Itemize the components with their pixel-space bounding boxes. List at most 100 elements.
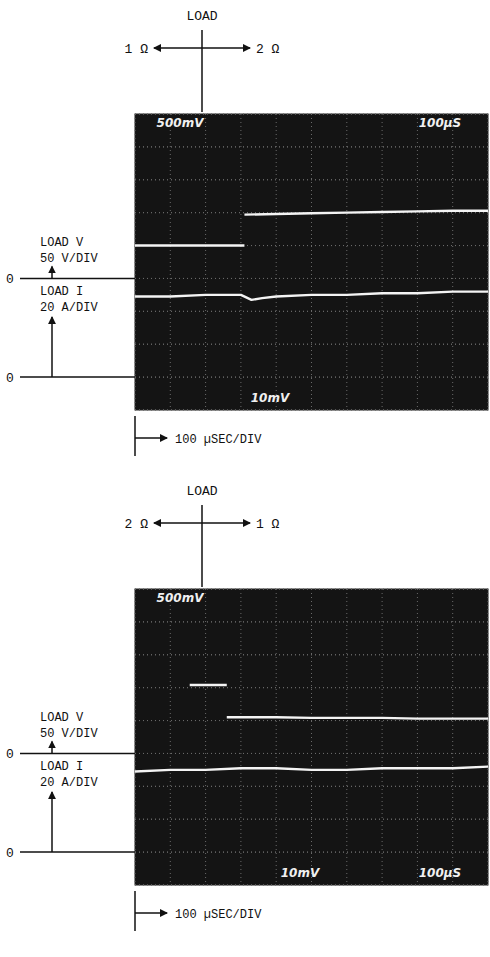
grid-line-y	[135, 311, 488, 312]
grid-line-y	[135, 179, 488, 180]
arrow-right	[202, 522, 250, 524]
x-label: 100 µSEC/DIV	[175, 908, 262, 922]
grid-line-y	[135, 278, 488, 279]
channel-scale: 20 A/DIV	[40, 776, 98, 790]
grid-line-x	[382, 114, 383, 410]
screen-readout: 10mV	[281, 866, 321, 880]
grid-line-y	[135, 146, 488, 147]
grid-line-y	[135, 852, 488, 853]
screen-readout: 500mV	[157, 116, 206, 130]
grid-line-y	[135, 654, 488, 655]
grid-line-y	[135, 589, 488, 590]
grid-line-y	[135, 114, 488, 115]
panel: LOAD1 Ω2 Ω0LOAD V50 V/DIV0LOAD I20 A/DIV…	[6, 9, 488, 456]
channel-arrow	[51, 741, 53, 753]
zero-label: 0	[6, 272, 14, 287]
grid-line-x	[311, 589, 312, 885]
channel-scale: 20 A/DIV	[40, 301, 98, 315]
time-bar	[134, 891, 136, 931]
grid-line-x	[488, 589, 489, 885]
load-from: 2 Ω	[125, 517, 149, 532]
grid-line-y	[135, 344, 488, 345]
grid-line-y	[135, 278, 488, 279]
grid-line-y	[135, 589, 488, 590]
channel-name: LOAD V	[40, 711, 84, 725]
grid-line-x	[170, 114, 171, 410]
grid-line-y	[135, 654, 488, 655]
grid-line-y	[135, 786, 488, 787]
cross-vertical	[201, 505, 203, 587]
zero-label: 0	[6, 846, 14, 861]
zero-label: 0	[6, 747, 14, 762]
grid-line-x	[417, 589, 418, 885]
grid-line-y	[135, 720, 488, 721]
load-to: 2 Ω	[256, 42, 280, 57]
trace	[135, 292, 488, 300]
zero-label: 0	[6, 371, 14, 386]
channel-name: LOAD I	[40, 285, 83, 299]
grid-line-y	[135, 753, 488, 754]
channel-arrow	[51, 792, 53, 852]
scope-screen	[135, 589, 488, 885]
grid-line-y	[135, 146, 488, 147]
grid-line-y	[135, 852, 488, 853]
trace	[190, 685, 488, 719]
grid-line-y	[135, 720, 488, 721]
screen-readout: 10mV	[251, 391, 291, 405]
arrow-left	[154, 47, 202, 49]
screen-readout: 100µS	[419, 116, 462, 130]
grid-line-x	[346, 114, 347, 410]
channel-scale: 50 V/DIV	[40, 252, 98, 266]
zero-line	[20, 278, 135, 280]
grid-line-y	[135, 687, 488, 688]
grid-line-y	[135, 621, 488, 622]
zero-line	[20, 753, 135, 755]
grid-line-x	[276, 114, 277, 410]
panel-title: LOAD	[186, 484, 217, 499]
arrow-left	[154, 522, 202, 524]
panel: LOAD2 Ω1 Ω0LOAD V50 V/DIV0LOAD I20 A/DIV…	[6, 484, 488, 931]
traces	[135, 211, 488, 300]
time-arrow	[135, 437, 167, 439]
grid-line-x	[135, 589, 136, 885]
grid-line-x	[488, 114, 489, 410]
cross-vertical	[201, 30, 203, 112]
panel-title: LOAD	[186, 9, 217, 24]
grid-line-x	[452, 589, 453, 885]
channel-arrow	[51, 266, 53, 278]
grid-line-x	[135, 114, 136, 410]
grid-line-y	[135, 885, 488, 886]
time-arrow	[135, 912, 167, 914]
load-to: 1 Ω	[256, 517, 280, 532]
trace	[135, 767, 488, 772]
grid-line-x	[205, 589, 206, 885]
screen-readout: 100µS	[419, 866, 462, 880]
grid-line-y	[135, 819, 488, 820]
channel-name: LOAD I	[40, 760, 83, 774]
grid-line-y	[135, 687, 488, 688]
grid-line-y	[135, 410, 488, 411]
arrow-right	[202, 47, 250, 49]
grid-line-y	[135, 377, 488, 378]
x-label: 100 µSEC/DIV	[175, 433, 262, 447]
channel-arrow	[51, 317, 53, 377]
grid-line-y	[135, 410, 488, 411]
grid-line-x	[417, 114, 418, 410]
traces	[135, 685, 488, 771]
grid-line-x	[346, 589, 347, 885]
channel-name: LOAD V	[40, 236, 84, 250]
zero-line	[20, 376, 135, 378]
grid-line-y	[135, 344, 488, 345]
time-bar	[134, 416, 136, 456]
grid-line-y	[135, 114, 488, 115]
grid-line-y	[135, 786, 488, 787]
grid-line-y	[135, 311, 488, 312]
grid-line-x	[382, 589, 383, 885]
trace	[135, 211, 488, 246]
grid-line-y	[135, 753, 488, 754]
grid-line-y	[135, 819, 488, 820]
grid-line-x	[205, 114, 206, 410]
grid-line-x	[311, 114, 312, 410]
grid-line-x	[170, 589, 171, 885]
grid-line-x	[452, 114, 453, 410]
